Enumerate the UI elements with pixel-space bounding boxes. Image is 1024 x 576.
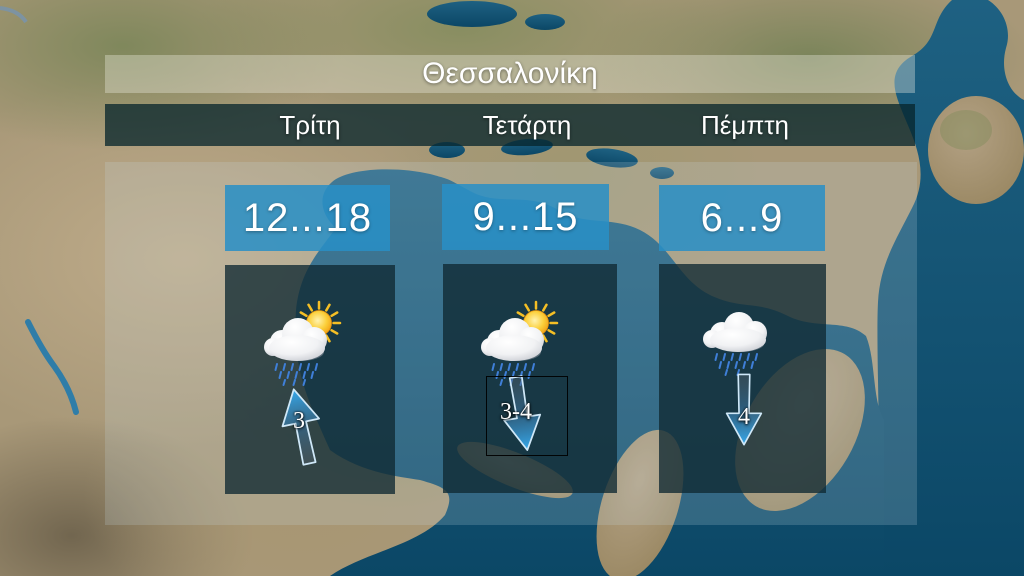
temp-range-box-day3: 6...9: [659, 185, 825, 251]
wind-force-day3: 4: [738, 404, 750, 430]
wind-arrow-down[interactable]: [716, 372, 772, 453]
lake: [427, 1, 517, 27]
sun-cloud-rain-icon: [255, 296, 350, 393]
rain-drops: [714, 353, 758, 376]
river: [25, 319, 79, 415]
day-name-thursday: Πέμπτη: [700, 110, 790, 140]
wind-force-day1: 3: [293, 408, 305, 434]
temp-range-day2: 9...15: [472, 194, 579, 239]
location-title: Θεσσαλονίκη: [422, 57, 598, 90]
lake: [525, 14, 565, 30]
day-name-tuesday: Τρίτη: [279, 110, 341, 140]
temp-range-day3: 6...9: [700, 195, 784, 240]
island-right: [928, 96, 1024, 204]
day-name-wednesday: Τετάρτη: [482, 110, 572, 140]
cloud-rain-icon: [695, 310, 785, 383]
sun-cloud-rain-icon: [472, 296, 567, 393]
condition-panel-day2: [443, 264, 617, 493]
location-title-bar: Θεσσαλονίκη: [105, 55, 915, 93]
day-names-bar: Τρίτη Τετάρτη Πέμπτη: [105, 104, 915, 146]
wind-arrow-up[interactable]: [264, 375, 339, 472]
wind-force-day2: 3-4: [500, 399, 532, 425]
temp-range-day1: 12...18: [242, 195, 373, 240]
wind-arrow-down[interactable]: [488, 370, 557, 463]
road-artifact: [0, 6, 28, 24]
lake: [429, 142, 465, 158]
rain-drops: [491, 363, 535, 386]
temp-range-box-day1: 12...18: [225, 185, 390, 251]
rain-drops: [274, 363, 318, 386]
selection-rectangle[interactable]: [486, 376, 568, 456]
temp-range-box-day2: 9...15: [442, 184, 609, 250]
lake: [586, 148, 638, 168]
lake: [650, 167, 674, 179]
